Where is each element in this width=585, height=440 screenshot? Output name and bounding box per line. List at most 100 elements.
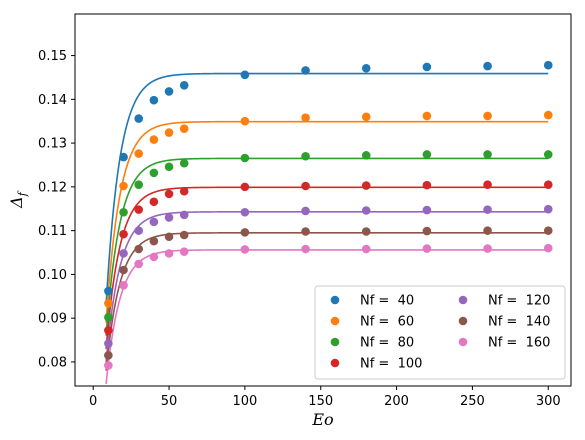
data-point-series-4	[164, 189, 174, 199]
data-point-series-6	[361, 227, 371, 236]
x-axis-label: Eo	[311, 410, 333, 429]
data-point-series-2	[134, 149, 144, 158]
data-point-series-6	[164, 232, 174, 242]
y-tick-label: 0.12	[38, 180, 67, 195]
data-point-series-5	[240, 207, 250, 217]
data-point-series-3	[134, 180, 144, 189]
y-tick-label: 0.14	[38, 93, 67, 108]
data-point-series-4	[422, 180, 432, 190]
data-point-series-6	[301, 227, 310, 236]
data-point-series-5	[164, 213, 174, 222]
data-point-series-4	[483, 180, 492, 189]
data-point-series-6	[483, 226, 492, 235]
fit-line-series-7	[105, 249, 549, 384]
data-point-series-3	[543, 150, 553, 159]
legend-marker	[330, 295, 340, 305]
data-point-series-5	[179, 210, 189, 220]
data-point-series-6	[119, 265, 128, 275]
data-point-series-6	[422, 226, 432, 236]
x-tick-label: 150	[308, 394, 333, 409]
data-point-series-4	[104, 326, 113, 335]
data-point-series-3	[149, 168, 159, 178]
data-point-series-2	[543, 110, 553, 120]
data-point-series-1	[240, 70, 250, 80]
data-point-series-2	[149, 135, 159, 144]
data-point-series-2	[301, 113, 310, 123]
legend-box	[314, 285, 566, 380]
data-point-series-2	[104, 298, 113, 308]
data-point-series-4	[240, 182, 250, 192]
legend-marker	[458, 295, 468, 305]
data-point-series-6	[179, 230, 189, 240]
x-tick-label: 50	[161, 394, 178, 409]
data-point-series-4	[301, 181, 310, 191]
data-point-series-3	[422, 150, 432, 159]
data-point-series-6	[134, 244, 144, 254]
y-tick-label: 0.13	[38, 137, 67, 152]
data-point-series-7	[149, 252, 159, 262]
data-point-series-7	[104, 361, 113, 370]
data-point-series-3	[240, 153, 250, 163]
data-point-series-7	[301, 244, 310, 254]
fit-line-series-4	[105, 186, 549, 349]
data-point-series-1	[361, 63, 371, 73]
x-tick-label: 300	[536, 394, 561, 409]
data-point-series-1	[119, 152, 128, 162]
legend-marker	[458, 337, 468, 347]
legend-label: Nf = 40	[360, 294, 414, 309]
x-axis: 0 50 100 150 200 250 300	[89, 386, 561, 409]
data-point-series-1	[164, 87, 174, 96]
y-tick-label: 0.09	[38, 312, 67, 327]
legend-marker	[330, 316, 340, 326]
fit-line-series-3	[105, 157, 549, 336]
fit-line-series-5	[105, 211, 549, 363]
x-tick-label: 250	[460, 394, 485, 409]
data-point-series-1	[179, 81, 189, 90]
data-points	[104, 60, 553, 370]
data-point-series-6	[543, 226, 553, 235]
data-point-series-7	[240, 245, 250, 254]
y-axis: 0.08 0.09 0.10 0.11 0.12 0.13 0.14 0.15	[38, 49, 75, 370]
fit-lines	[105, 72, 549, 384]
data-point-series-3	[179, 158, 189, 168]
data-point-series-7	[119, 281, 128, 290]
data-point-series-5	[483, 205, 492, 214]
legend-label: Nf = 120	[488, 294, 550, 309]
data-point-series-7	[422, 244, 432, 253]
data-point-series-7	[543, 243, 553, 253]
data-point-series-2	[179, 124, 189, 133]
data-point-series-5	[134, 226, 144, 235]
fit-line-series-6	[105, 232, 549, 371]
data-point-series-1	[483, 61, 492, 71]
data-point-series-4	[361, 181, 371, 190]
data-point-series-7	[134, 259, 144, 269]
data-point-series-3	[104, 312, 113, 322]
data-point-series-7	[483, 244, 492, 253]
data-point-series-1	[422, 62, 432, 72]
data-point-series-3	[301, 151, 310, 161]
data-point-series-1	[104, 286, 113, 296]
legend-marker	[330, 337, 340, 347]
data-point-series-2	[483, 111, 492, 121]
data-point-series-1	[149, 95, 159, 105]
data-point-series-4	[543, 180, 553, 189]
x-tick-label: 200	[384, 394, 409, 409]
legend-label: Nf = 160	[488, 336, 550, 351]
legend-label: Nf = 140	[488, 315, 550, 330]
legend-marker	[458, 316, 468, 326]
data-point-series-5	[422, 205, 432, 215]
data-point-series-4	[119, 229, 128, 239]
data-point-series-4	[149, 197, 159, 207]
data-point-series-2	[119, 181, 128, 191]
plot-frame	[74, 13, 572, 387]
y-axis-label: Δf	[7, 190, 29, 209]
data-point-series-5	[119, 249, 128, 258]
y-tick-label: 0.11	[38, 224, 67, 239]
data-point-series-5	[149, 217, 159, 227]
data-point-series-2	[422, 111, 432, 121]
data-point-series-3	[361, 151, 371, 160]
data-point-series-6	[149, 236, 159, 246]
data-point-series-5	[104, 339, 113, 348]
data-point-series-1	[134, 114, 144, 123]
y-tick-label: 0.15	[38, 49, 67, 64]
